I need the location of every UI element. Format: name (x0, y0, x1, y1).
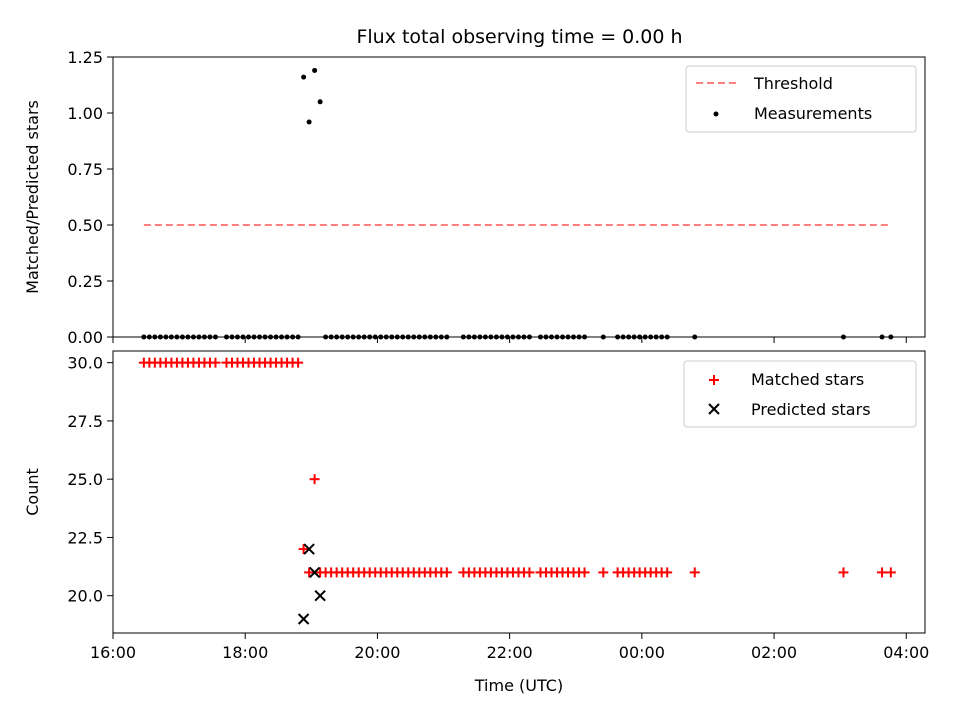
panel-counts: 20.0 22.5 25.0 27.5 30.0 16:00 18:00 20:00 22:0… (23, 350, 929, 695)
top-y-ticks: 0.00 0.25 0.50 0.75 1.00 1.25 (67, 48, 113, 347)
measurement-point (301, 74, 307, 80)
legend-swatch-predicted (708, 403, 720, 415)
measurement-point (306, 119, 312, 125)
bottom-y-tick-label: 22.5 (67, 528, 103, 547)
legend-label-predicted: Predicted stars (751, 400, 871, 419)
bottom-x-tick-label: 04:00 (883, 643, 929, 662)
chart-title: Flux total observing time = 0.00 h (356, 26, 682, 48)
bottom-y-ticks: 20.0 22.5 25.0 27.5 30.0 (67, 354, 113, 606)
bottom-y-tick-label: 27.5 (67, 412, 103, 431)
matched-star-point (689, 567, 700, 578)
matched-star-point (210, 357, 221, 368)
matched-star-point (838, 567, 849, 578)
legend-label-measurements: Measurements (754, 104, 872, 123)
top-y-tick-label: 1.25 (67, 48, 103, 67)
bottom-x-tick-label: 20:00 (354, 643, 400, 662)
bottom-y-axis-label: Count (23, 468, 42, 516)
top-y-axis-label: Matched/Predicted stars (23, 100, 42, 294)
bottom-y-tick-label: 25.0 (67, 470, 103, 489)
measurement-point (317, 99, 323, 105)
top-y-tick-label: 0.25 (67, 272, 103, 291)
bottom-x-tick-label: 16:00 (90, 643, 136, 662)
matched-star-point (293, 357, 304, 368)
top-y-tick-label: 0.75 (67, 160, 103, 179)
top-y-tick-label: 0.50 (67, 216, 103, 235)
predicted-star-point (303, 543, 315, 555)
legend-swatch-matched (709, 375, 719, 385)
matched-star-point (298, 544, 309, 555)
bottom-legend: Matched stars Predicted stars (683, 360, 917, 428)
bottom-legend-box (683, 360, 917, 428)
matched-star-point (579, 567, 590, 578)
top-axes-frame (112, 56, 926, 338)
bottom-x-tick-label: 18:00 (222, 643, 268, 662)
top-legend-box (685, 65, 917, 133)
predicted-star-point (314, 590, 326, 602)
legend-label-matched: Matched stars (751, 370, 864, 389)
bottom-y-tick-label: 20.0 (67, 587, 103, 606)
bottom-y-tick-label: 30.0 (67, 354, 103, 373)
legend-swatch-measurements (713, 111, 719, 117)
bottom-plot-marks (138, 357, 896, 625)
predicted-star-point (308, 566, 321, 579)
matched-star-point (598, 567, 609, 578)
predicted-star-point (297, 613, 310, 625)
top-legend: Threshold Measurements (685, 65, 917, 133)
matched-star-point (662, 567, 673, 578)
top-y-tick-label: 1.00 (67, 104, 103, 123)
legend-label-threshold: Threshold (753, 74, 833, 93)
panel-ratio: Flux total observing time = 0.00 h 0.000… (23, 26, 926, 347)
bottom-x-tick-label: 00:00 (619, 643, 665, 662)
bottom-x-axis-label: Time (UTC) (474, 676, 563, 695)
measurement-point (312, 67, 318, 73)
bottom-x-tick-label: 02:00 (751, 643, 797, 662)
matched-star-point (524, 567, 535, 578)
matched-star-point (441, 567, 452, 578)
bottom-axes-frame (112, 350, 926, 634)
matched-star-point (877, 567, 888, 578)
bottom-x-ticks: 16:00 18:00 20:00 22:00 00:00 02:00 04:00 (90, 633, 929, 662)
matched-star-point (304, 567, 315, 578)
matched-star-point (885, 567, 896, 578)
bottom-x-tick-label: 22:00 (487, 643, 533, 662)
matched-star-point (309, 474, 320, 485)
top-y-tick-label: 0.00 (67, 328, 103, 347)
